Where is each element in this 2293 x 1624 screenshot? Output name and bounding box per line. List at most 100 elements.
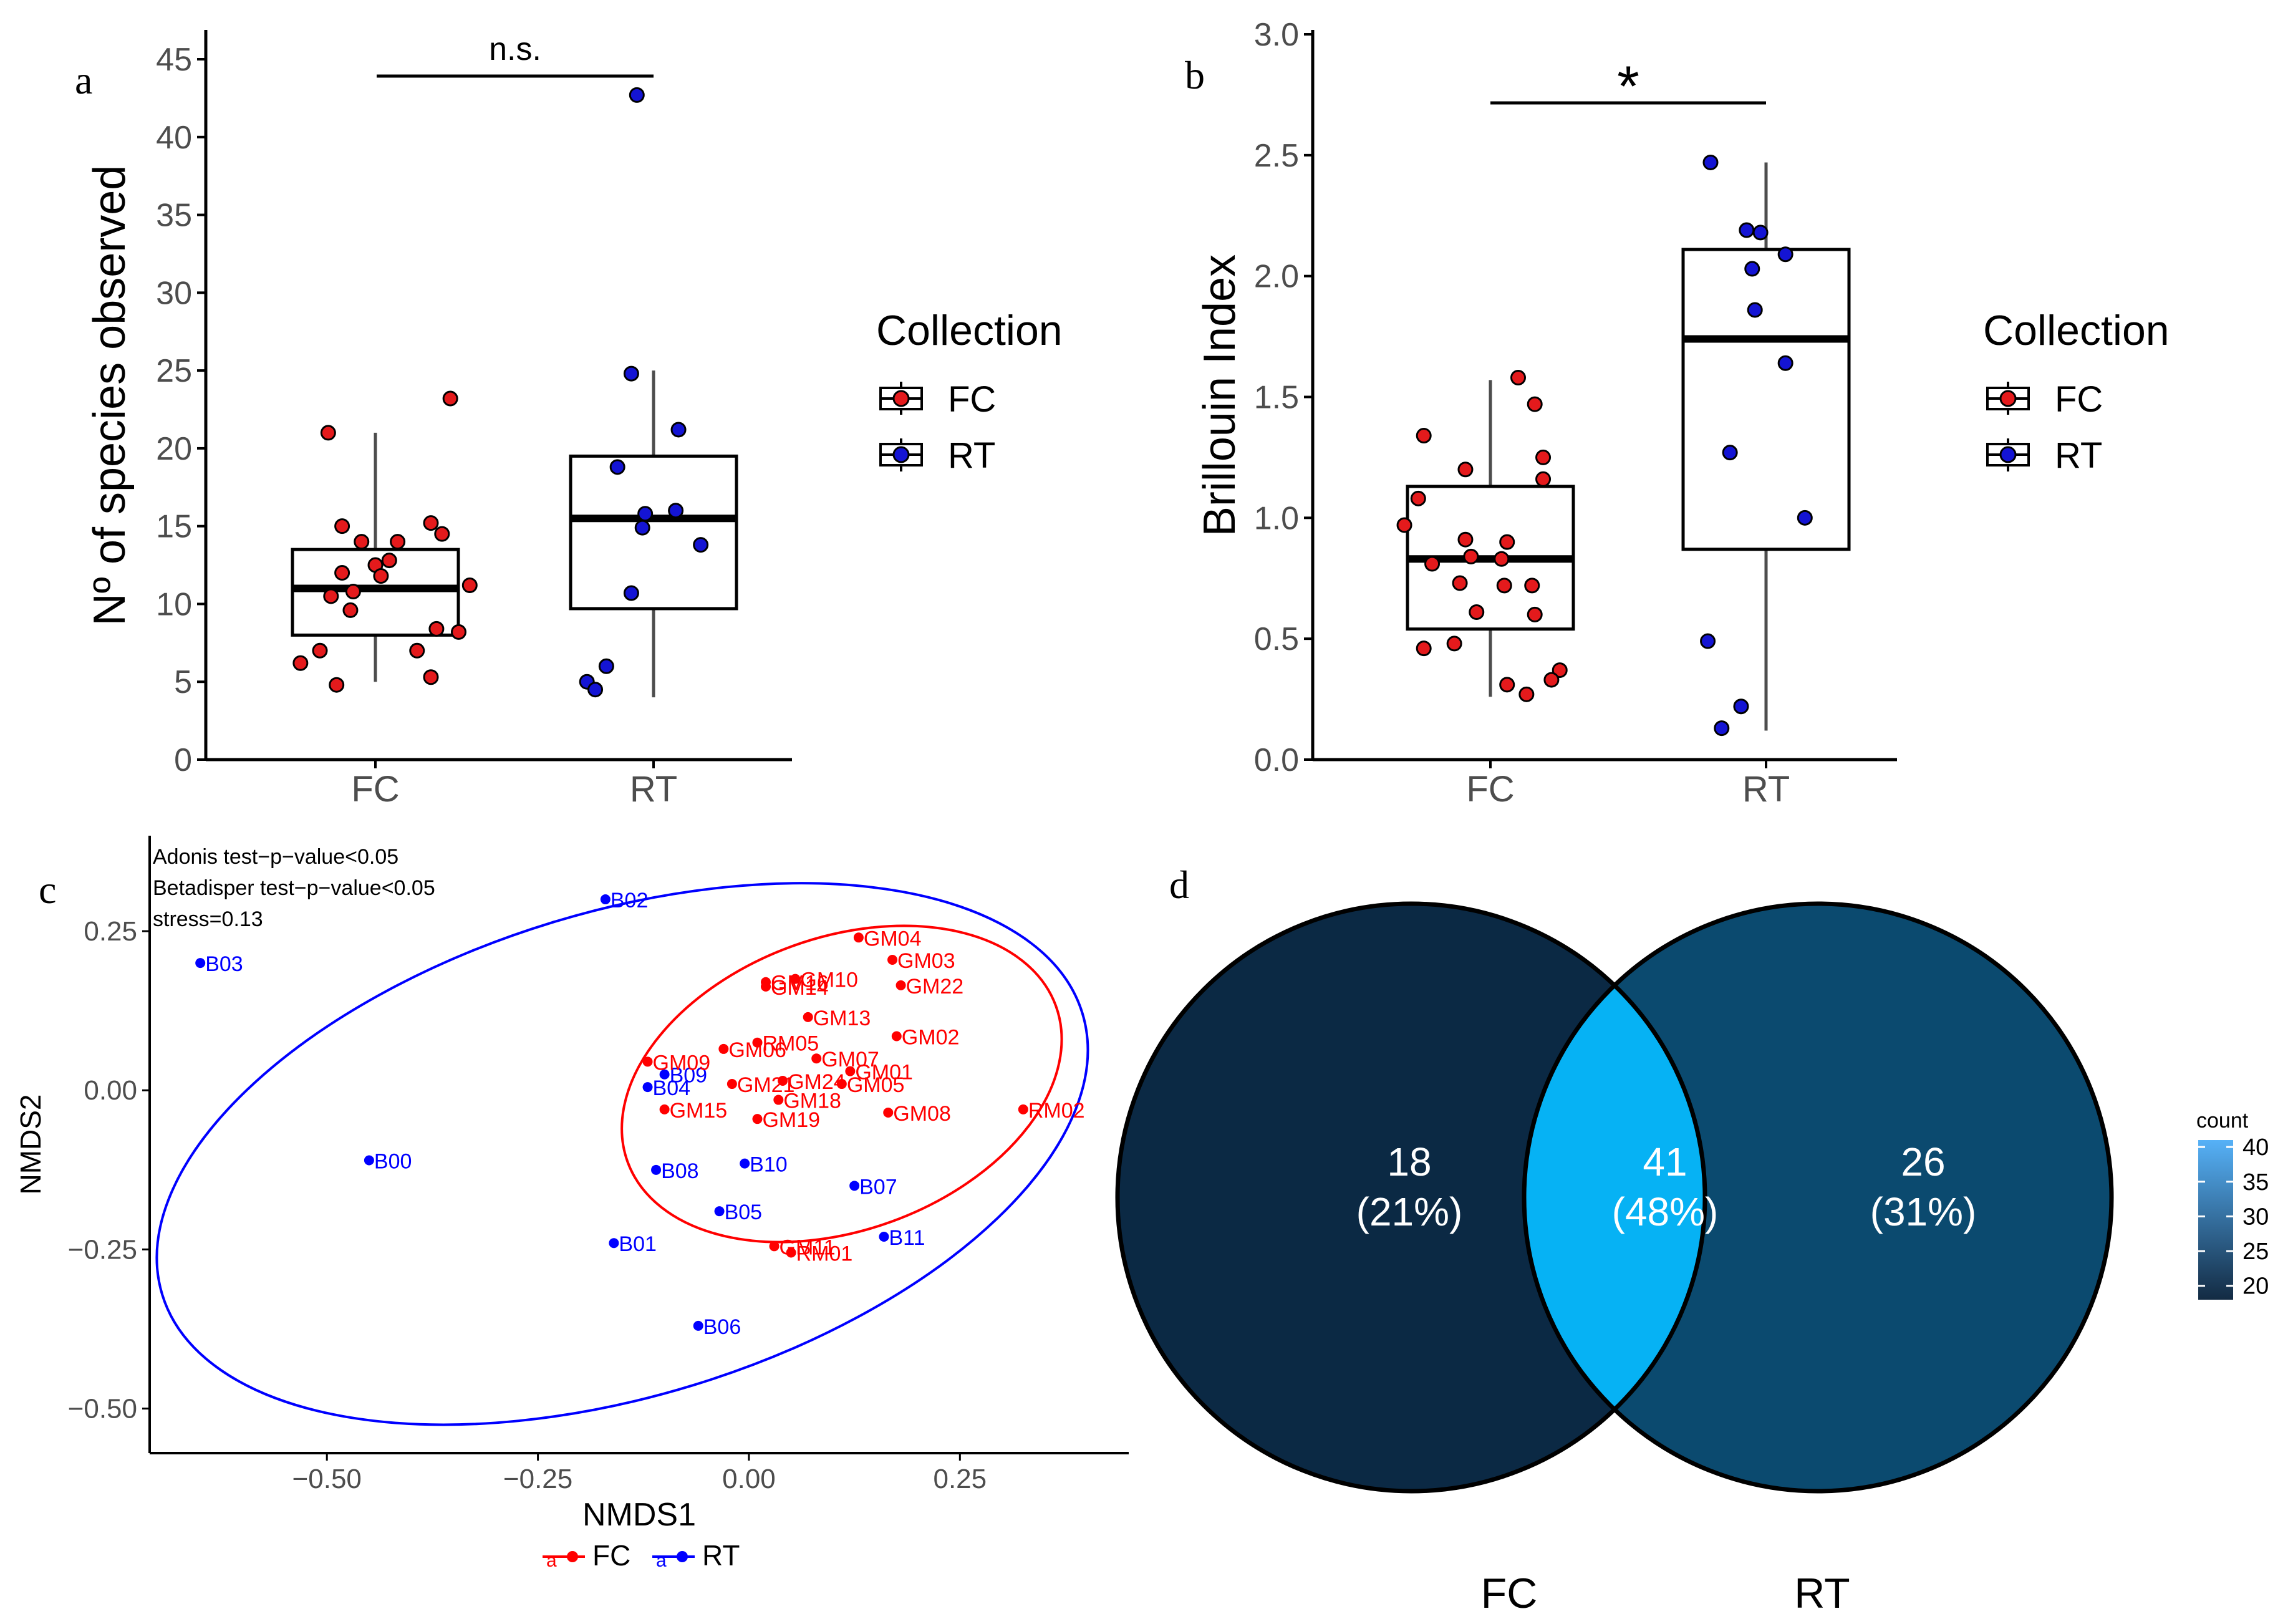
b-point-rt <box>1777 355 1793 371</box>
c-x-tick-label: −0.50 <box>292 1464 362 1494</box>
b-point-rt <box>1777 246 1793 263</box>
a-box-iqr <box>569 454 738 611</box>
a-y-tick-label: 25 <box>156 353 192 389</box>
c-point-label: GM14 <box>771 976 829 1000</box>
c-point-label: GM05 <box>847 1073 905 1097</box>
a-y-tick-label: 10 <box>156 586 192 622</box>
b-box-fc <box>1406 380 1575 697</box>
c-point-label: B10 <box>750 1153 788 1177</box>
a-point-fc <box>373 568 389 584</box>
b-point-fc <box>1518 686 1535 702</box>
venn-outline-fc <box>1115 901 1707 1494</box>
a-point-fc <box>434 526 450 542</box>
a-point-fc <box>323 588 339 604</box>
a-legend-key-rt <box>879 438 923 471</box>
c-legend: a FC a RT <box>543 1539 740 1572</box>
c-point-gm07 <box>811 1053 822 1064</box>
b-point-fc <box>1543 672 1560 688</box>
c-point-gm02 <box>891 1031 902 1042</box>
b-point-rt <box>1722 445 1738 461</box>
b-box-rt <box>1681 162 1851 731</box>
venn-pct-overlap: (48%) <box>1612 1189 1719 1234</box>
panel-d-venn: 18 (21%) 41 (48%) 26 (31%) FC RT count 2… <box>1115 901 2269 1617</box>
c-point-gm18 <box>773 1095 784 1105</box>
c-point-b04 <box>642 1082 653 1093</box>
b-x-tick-fc: FC <box>1466 769 1514 810</box>
b-point-rt <box>1700 633 1716 649</box>
venn-circle-fc <box>1118 904 1705 1491</box>
a-point-rt <box>629 87 645 103</box>
svg-text:a: a <box>546 1550 557 1571</box>
c-ellipse-path <box>155 882 1089 1426</box>
a-x-tick-rt: RT <box>630 769 677 810</box>
a-y-tick-label: 45 <box>156 42 192 78</box>
c-point-label: B01 <box>619 1232 656 1256</box>
b-y-tick-label: 1.5 <box>1254 380 1299 416</box>
a-point-fc <box>423 669 439 685</box>
b-point-rt <box>1752 225 1769 241</box>
a-point-fc <box>442 390 458 407</box>
a-point-fc <box>451 624 466 640</box>
c-point-label: RM02 <box>1028 1099 1085 1123</box>
venn-legend-tick-label: 25 <box>2242 1239 2269 1265</box>
c-x-axis-label: NMDS1 <box>582 1497 696 1533</box>
a-point-fc <box>342 602 359 618</box>
c-point-gm21 <box>727 1079 737 1090</box>
a-point-fc <box>312 642 328 659</box>
c-ellipse-rt <box>155 882 1089 1426</box>
c-point-label: GM15 <box>670 1099 728 1123</box>
c-point-gm13 <box>803 1012 813 1022</box>
c-point-label: GM10 <box>800 969 858 992</box>
b-legend-label-fc: FC <box>2055 379 2103 420</box>
venn-legend-tick-label: 20 <box>2242 1274 2269 1300</box>
c-point-gm09 <box>642 1056 653 1067</box>
a-point-fc <box>329 677 345 693</box>
a-point-rt <box>670 422 687 438</box>
c-point-b08 <box>651 1164 662 1175</box>
b-y-axis-label: Brillouin Index <box>1195 254 1245 536</box>
c-point-label: GM13 <box>813 1007 871 1030</box>
a-box-rt <box>569 370 738 698</box>
c-point-label: GM24 <box>788 1070 846 1094</box>
venn-pct-rt-only: (31%) <box>1870 1189 1977 1234</box>
c-point-rm02 <box>1018 1104 1028 1114</box>
a-point-rt <box>598 658 614 674</box>
c-point-label: GM22 <box>906 975 964 998</box>
b-point-fc <box>1446 636 1462 652</box>
c-point-gm06 <box>718 1043 729 1054</box>
c-point-label: B05 <box>725 1201 763 1224</box>
venn-legend-tick-label: 30 <box>2242 1204 2269 1230</box>
c-point-gm11 <box>769 1241 780 1252</box>
c-point-label: B06 <box>703 1315 741 1339</box>
a-point-rt <box>693 537 709 553</box>
a-legend-title: Collection <box>876 307 1063 354</box>
b-point-fc <box>1510 369 1526 385</box>
a-point-fc <box>345 583 361 599</box>
a-point-fc <box>334 565 350 581</box>
venn-count-fc-only: 18 <box>1387 1139 1431 1184</box>
b-y-tick-label: 0.5 <box>1254 621 1299 657</box>
b-point-fc <box>1416 428 1432 444</box>
c-point-b07 <box>849 1181 860 1191</box>
c-point-label: B04 <box>653 1076 691 1100</box>
c-point-label: GM01 <box>855 1061 913 1085</box>
c-point-gm05 <box>836 1079 847 1090</box>
b-y-tick-label: 1.0 <box>1254 500 1299 536</box>
b-point-fc <box>1499 677 1515 693</box>
venn-legend-tick-label: 35 <box>2242 1169 2269 1196</box>
a-point-fc <box>423 515 439 531</box>
c-x-tick-label: 0.00 <box>722 1464 776 1494</box>
b-point-fc <box>1527 606 1543 622</box>
c-point-gm03 <box>887 955 898 965</box>
a-point-rt <box>634 520 650 536</box>
c-point-gm15 <box>659 1104 670 1114</box>
a-point-fc <box>409 642 425 659</box>
b-point-fc <box>1499 534 1515 550</box>
a-y-tick-label: 40 <box>156 120 192 156</box>
b-legend: Collection FC RT <box>1983 307 2170 476</box>
b-point-fc <box>1424 556 1441 572</box>
b-point-fc <box>1524 578 1540 594</box>
c-x-tick-label: 0.25 <box>933 1464 987 1494</box>
b-point-rt <box>1739 222 1755 238</box>
a-point-rt <box>668 503 684 519</box>
